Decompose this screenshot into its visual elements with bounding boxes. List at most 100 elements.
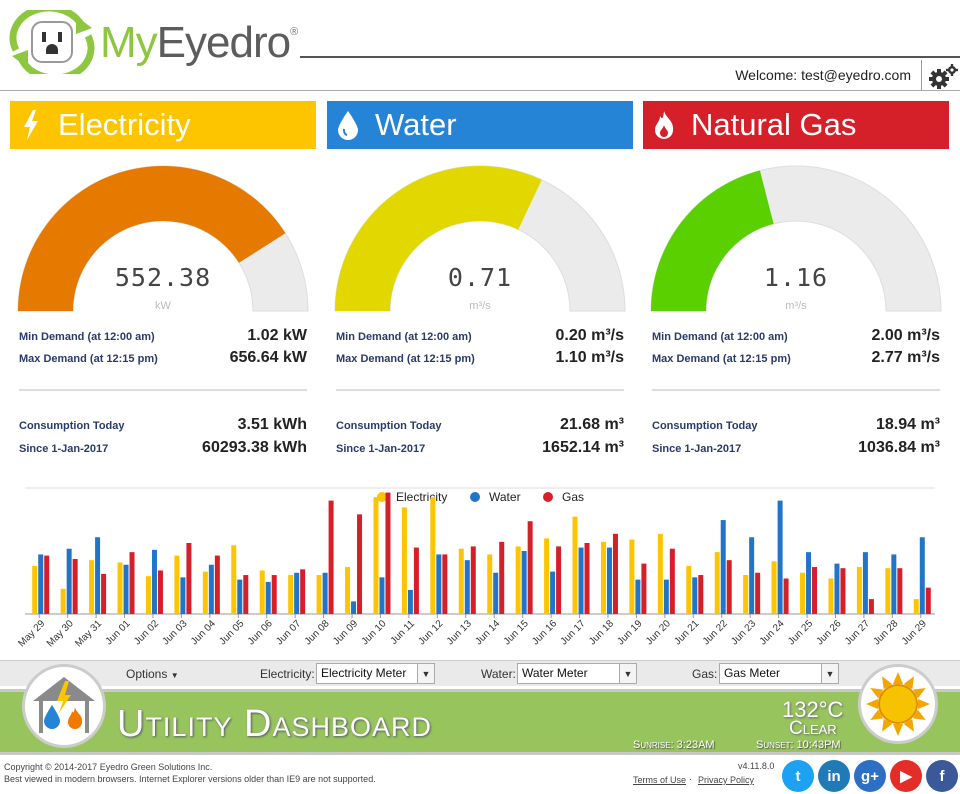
bar-water [749,537,755,614]
electricity-select-label: Electricity: [260,667,315,681]
facebook-icon[interactable]: f [926,760,958,792]
header-separator [921,60,922,90]
x-tick-label: Jun 11 [389,618,418,647]
x-tick-label: Jun 02 [132,618,161,647]
max-demand-value: 656.64 kW [229,349,307,366]
bar-gas [44,555,50,614]
bar-gas [413,547,419,614]
header-rule [300,56,960,58]
options-menu[interactable]: Options ▼ [126,667,179,681]
consumption-since-label: Since 1-Jan-2017 [652,443,742,455]
googleplus-icon[interactable]: g+ [854,760,886,792]
bar-gas [840,568,846,614]
x-tick-label: Jun 27 [843,618,872,647]
welcome-text: Welcome: test@eyedro.com [735,67,911,83]
min-demand-row: Min Demand (at 12:00 am) 0.20 m³/s [336,327,624,345]
consumption-today-label: Consumption Today [336,420,442,432]
x-tick-label: Jun 03 [161,618,190,647]
bar-water [578,547,584,614]
consumption-since-value: 1652.14 m³ [542,439,624,456]
bar-electricity [600,541,606,614]
min-demand-row: Min Demand (at 12:00 am) 2.00 m³/s [652,327,940,345]
bar-water [38,554,44,614]
min-demand-row: Min Demand (at 12:00 am) 1.02 kW [19,327,307,345]
bar-electricity [401,507,407,614]
x-tick-label: Jun 29 [900,618,929,647]
bar-water [493,572,499,614]
bar-gas [129,552,135,614]
consumption-today-label: Consumption Today [652,420,758,432]
bar-electricity [657,533,663,614]
bar-water [834,563,840,614]
bar-water [407,589,413,614]
bar-electricity [202,571,208,614]
bar-gas [669,548,675,614]
water-gauge-fill [335,165,542,311]
electricity-meter-select[interactable]: Electricity Meter ▼ [316,663,435,684]
consumption-today-row: Consumption Today 21.68 m³ [336,416,624,434]
consumption-since-value: 60293.38 kWh [202,439,307,456]
consumption-today-value: 21.68 m³ [559,416,624,433]
x-tick-label: Jun 05 [217,618,246,647]
gas-gauge [650,165,942,312]
water-panel: Water 0.71 m³/s Min Demand (at 12:00 am) 0.… [327,101,633,456]
gear-icon[interactable] [928,63,958,91]
bar-water [606,547,612,614]
x-tick-label: May 29 [16,618,47,649]
privacy-link[interactable]: Privacy Policy [698,775,755,785]
version-text: v4.11.8.0 [738,761,775,771]
bar-gas [556,546,562,614]
max-demand-label: Max Demand (at 12:15 pm) [336,353,475,365]
chevron-down-icon: ▼ [619,664,636,683]
legend-marker-gas [543,492,553,502]
bar-electricity [686,565,692,614]
bar-gas [72,559,78,614]
copyright-text: Copyright © 2014-2017 Eyedro Green Solut… [4,762,213,772]
gas-select-label: Gas: [692,667,718,681]
gas-meter-select[interactable]: Gas Meter ▼ [719,663,839,684]
gauge-unit: kW [155,300,171,312]
x-tick-label: Jun 17 [559,618,588,647]
consumption-today-label: Consumption Today [19,420,125,432]
max-demand-row: Max Demand (at 12:15 pm) 656.64 kW [19,349,307,367]
x-tick-label: Jun 22 [701,618,730,647]
bar-gas [243,575,249,614]
bar-water [550,571,556,614]
water-meter-select[interactable]: Water Meter ▼ [517,663,637,684]
x-tick-label: Jun 25 [786,618,815,647]
legend-label-gas: Gas [562,490,584,504]
bar-electricity [800,572,806,614]
x-tick-label: Jun 13 [445,618,474,647]
bar-gas [527,521,533,614]
bar-gas [897,568,903,614]
bar-gas [470,546,476,614]
linkedin-icon[interactable]: in [818,760,850,792]
bar-electricity [174,555,180,614]
twitter-icon[interactable]: t [782,760,814,792]
terms-link[interactable]: Terms of Use [633,775,687,785]
bar-electricity [117,562,123,614]
bar-water [379,577,385,614]
x-tick-label: Jun 16 [530,618,559,647]
x-tick-label: Jun 26 [815,618,844,647]
bar-water [663,579,669,614]
bar-water [919,537,925,614]
max-demand-label: Max Demand (at 12:15 pm) [19,353,158,365]
consumption-today-value: 18.94 m³ [875,416,940,433]
bar-gas [101,573,107,614]
gauge-value: 1.16 [763,263,829,292]
gauge-value: 552.38 [114,263,212,292]
gauge-value: 0.71 [447,263,513,292]
x-tick-label: Jun 15 [502,618,531,647]
min-demand-label: Min Demand (at 12:00 am) [652,331,788,343]
max-demand-value: 2.77 m³/s [871,349,940,366]
bar-electricity [430,497,436,614]
legend-label-water: Water [489,490,521,504]
x-tick-label: Jun 01 [104,618,133,647]
youtube-icon[interactable]: ▶ [890,760,922,792]
bar-gas [726,560,732,614]
consumption-since-label: Since 1-Jan-2017 [19,443,109,455]
bar-water [464,560,470,614]
bar-electricity [629,539,635,614]
min-demand-label: Min Demand (at 12:00 am) [19,331,155,343]
